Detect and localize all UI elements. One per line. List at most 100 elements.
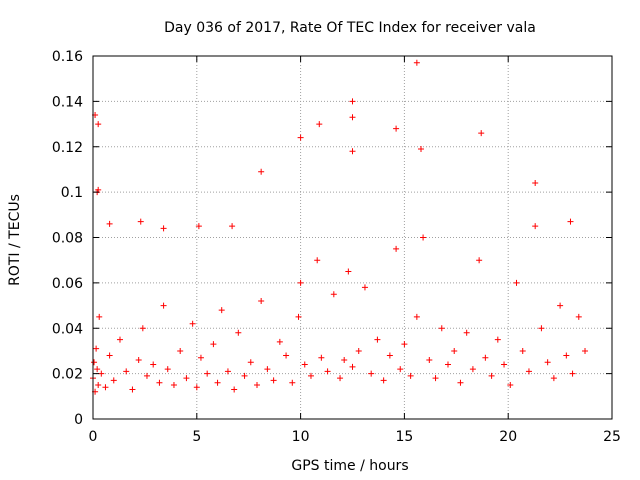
data-point-plus [95, 121, 102, 128]
data-point-plus [283, 352, 290, 359]
data-point-plus [102, 384, 109, 391]
data-point-plus [218, 307, 225, 314]
y-tick-label: 0.02 [52, 367, 83, 383]
data-point-plus [324, 368, 331, 375]
data-point-plus [368, 370, 375, 377]
data-point-plus [123, 368, 130, 375]
data-point-plus [93, 345, 100, 352]
data-point-plus [150, 361, 157, 368]
data-point-plus [183, 375, 190, 382]
chart-title: Day 036 of 2017, Rate Of TEC Index for r… [164, 20, 536, 36]
data-point-plus [451, 347, 458, 354]
data-point-plus [95, 381, 102, 388]
data-point-plus [361, 284, 368, 291]
data-point-plus [318, 354, 325, 361]
data-point-plus [349, 148, 356, 155]
data-point-plus [116, 336, 123, 343]
data-point-plus [170, 381, 177, 388]
data-point-plus [513, 279, 520, 286]
data-point-plus [231, 386, 238, 393]
data-point-plus [139, 325, 146, 332]
data-point-plus [337, 375, 344, 382]
data-point-plus [106, 220, 113, 227]
data-point-plus [193, 384, 200, 391]
data-point-plus [482, 354, 489, 361]
data-point-plus [349, 363, 356, 370]
data-point-plus [235, 329, 242, 336]
data-point-plus [210, 341, 217, 348]
data-point-plus [532, 223, 539, 230]
data-point-plus [532, 180, 539, 187]
y-tick-label: 0.12 [52, 140, 83, 156]
data-point-plus [330, 291, 337, 298]
data-point-plus [582, 347, 589, 354]
data-points [90, 59, 589, 395]
data-point-plus [96, 313, 103, 320]
data-point-plus [197, 354, 204, 361]
data-point-plus [494, 336, 501, 343]
x-tick-label: 20 [499, 429, 517, 445]
data-point-plus [160, 302, 167, 309]
data-point-plus [393, 125, 400, 132]
data-point-plus [507, 381, 514, 388]
data-point-plus [380, 377, 387, 384]
data-point-plus [301, 361, 308, 368]
y-tick-labels: 0 0.02 0.04 0.06 0.08 0.1 0.12 0.14 0.16 [52, 49, 83, 428]
data-point-plus [254, 381, 261, 388]
data-point-plus [214, 379, 221, 386]
data-point-plus [463, 329, 470, 336]
data-point-plus [270, 377, 277, 384]
data-point-plus [407, 372, 414, 379]
data-point-plus [374, 336, 381, 343]
y-tick-label: 0.06 [52, 276, 83, 292]
data-point-plus [569, 370, 576, 377]
data-point-plus [501, 361, 508, 368]
data-point-plus [544, 359, 551, 366]
y-tick-label: 0.1 [61, 185, 83, 201]
y-axis-label: ROTI / TECUs [7, 194, 23, 286]
data-point-plus [110, 377, 117, 384]
data-point-plus [420, 234, 427, 241]
data-point-plus [276, 338, 283, 345]
data-point-plus [349, 114, 356, 121]
y-tick-label: 0.14 [52, 94, 83, 110]
data-point-plus [413, 313, 420, 320]
data-point-plus [129, 386, 136, 393]
data-point-plus [563, 352, 570, 359]
x-tick-label: 15 [395, 429, 413, 445]
data-point-plus [550, 375, 557, 382]
data-point-plus [204, 370, 211, 377]
data-point-plus [438, 325, 445, 332]
data-point-plus [444, 361, 451, 368]
data-point-plus [519, 347, 526, 354]
data-point-plus [418, 146, 425, 153]
axis-ticks [92, 55, 613, 420]
data-point-plus [567, 218, 574, 225]
data-point-plus [538, 325, 545, 332]
data-point-plus [229, 223, 236, 230]
data-point-plus [91, 359, 98, 366]
data-point-plus [258, 298, 265, 305]
data-point-plus [432, 375, 439, 382]
data-point-plus [314, 257, 321, 264]
data-point-plus [316, 121, 323, 128]
data-point-plus [457, 379, 464, 386]
data-point-plus [341, 357, 348, 364]
data-point-plus [476, 257, 483, 264]
data-point-plus [241, 372, 248, 379]
y-tick-label: 0 [74, 412, 83, 428]
data-point-plus [164, 366, 171, 373]
data-point-plus [160, 225, 167, 232]
data-point-plus [413, 59, 420, 66]
data-point-plus [195, 223, 202, 230]
data-point-plus [393, 245, 400, 252]
data-point-plus [189, 320, 196, 327]
data-point-plus [557, 302, 564, 309]
data-point-plus [156, 379, 163, 386]
data-point-plus [488, 372, 495, 379]
data-point-plus [224, 368, 231, 375]
data-point-plus [297, 279, 304, 286]
data-point-plus [137, 218, 144, 225]
x-tick-label: 10 [292, 429, 310, 445]
